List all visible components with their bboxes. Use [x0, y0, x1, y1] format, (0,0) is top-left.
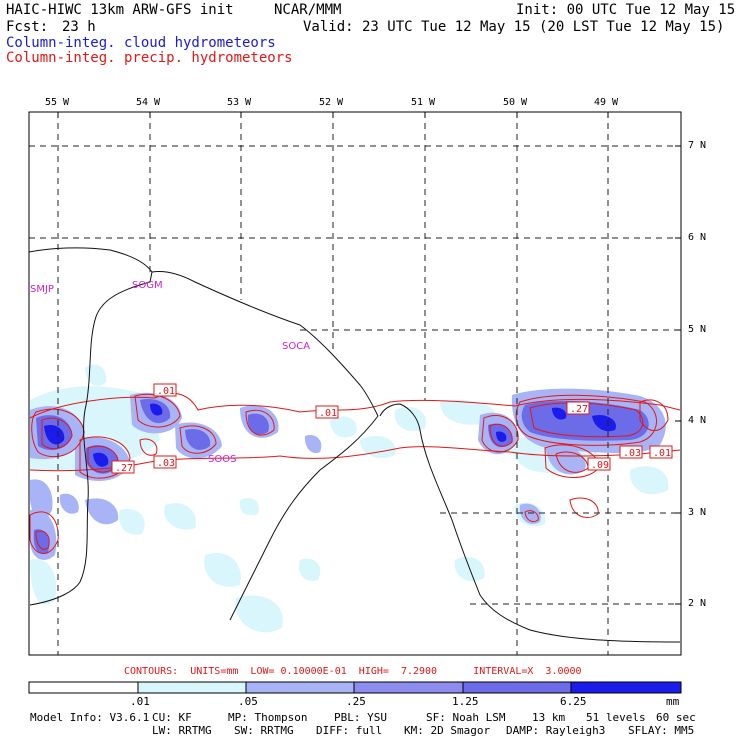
cu-scheme: CU: KF: [152, 711, 192, 724]
contour-label: .03: [623, 448, 641, 459]
contours-info: CONTOURS: UNITS=mm LOW= 0.10000E-01 HIGH…: [124, 666, 582, 677]
lat-label: 7 N: [688, 140, 707, 151]
lat-ticks: [675, 145, 681, 605]
lon-label: 53 W: [227, 97, 252, 108]
lon-label: 52 W: [319, 97, 344, 108]
map-frame: [28, 111, 682, 656]
graticule: [29, 112, 681, 655]
station-label: SOCA: [282, 341, 310, 352]
coastlines: [29, 247, 681, 643]
colorbar: [28, 681, 682, 694]
org-label: NCAR/MMM: [274, 2, 342, 18]
contour-label: .01: [319, 408, 337, 419]
sf-scheme: SF: Noah LSM: [426, 711, 506, 724]
cloud-shading: [30, 364, 669, 633]
lon-label: 55 W: [45, 97, 70, 108]
timestep: 60 sec: [656, 711, 696, 724]
forecast-label: Fcst:: [6, 19, 49, 35]
lw-scheme: LW: RRTMG: [152, 724, 212, 737]
lat-label: 5 N: [688, 324, 707, 335]
colorbar-units: mm: [666, 695, 680, 708]
contour-label: .09: [591, 460, 609, 471]
diff-setting: DIFF: full: [316, 724, 383, 737]
station-label: SOGM: [132, 280, 163, 291]
lon-label: 49 W: [594, 97, 619, 108]
station-label: SOOS: [208, 454, 236, 465]
lon-label: 50 W: [503, 97, 528, 108]
contour-label-boxes: [111, 383, 673, 474]
model-version: Model Info: V3.6.1: [30, 711, 150, 724]
colorbar-tick: .25: [346, 695, 366, 708]
colorbar-tick: 6.25: [560, 695, 587, 708]
precip-field-title: Column-integ. precip. hydrometeors: [6, 50, 293, 66]
contour-label: .03: [157, 458, 175, 469]
lon-label: 51 W: [411, 97, 436, 108]
damp-setting: DAMP: Rayleigh3: [506, 724, 606, 737]
station-label: SMJP: [30, 284, 54, 295]
lat-label: 4 N: [688, 415, 707, 426]
precip-contours: [29, 392, 681, 554]
sflay-setting: SFLAY: MM5: [628, 724, 695, 737]
init-time: Init: 00 UTC Tue 12 May 15: [516, 2, 736, 18]
contour-label: .01: [653, 448, 671, 459]
lat-label: 6 N: [688, 232, 707, 243]
station-labels: SMJP SOGM SOCA SOOS: [30, 280, 310, 465]
model-title: HAIC-HIWC 13km ARW-GFS init: [6, 2, 234, 18]
pbl-scheme: PBL: YSU: [334, 711, 387, 724]
forecast-hour: 23 h: [62, 19, 96, 35]
lat-label: 2 N: [688, 598, 707, 609]
contour-labels: .01 .01 .03 .27 .27 .09 .03 .01: [115, 386, 671, 474]
contour-label: .01: [157, 386, 175, 397]
levels: 51 levels: [586, 711, 646, 724]
sw-scheme: SW: RRTMG: [234, 724, 294, 737]
colorbar-tick: .01: [130, 695, 150, 708]
lon-ticks: [57, 112, 609, 118]
colorbar-tick: .05: [238, 695, 258, 708]
lon-label: 54 W: [136, 97, 161, 108]
valid-time: Valid: 23 UTC Tue 12 May 15 (20 LST Tue …: [303, 19, 725, 35]
colorbar-tick: 1.25: [452, 695, 479, 708]
resolution: 13 km: [532, 711, 566, 724]
contour-label: .27: [115, 463, 133, 474]
cloud-field-title: Column-integ. cloud hydrometeors: [6, 35, 276, 51]
km-setting: KM: 2D Smagor: [404, 724, 491, 737]
mp-scheme: MP: Thompson: [228, 711, 308, 724]
contour-label: .27: [570, 404, 588, 415]
lat-label: 3 N: [688, 507, 707, 518]
